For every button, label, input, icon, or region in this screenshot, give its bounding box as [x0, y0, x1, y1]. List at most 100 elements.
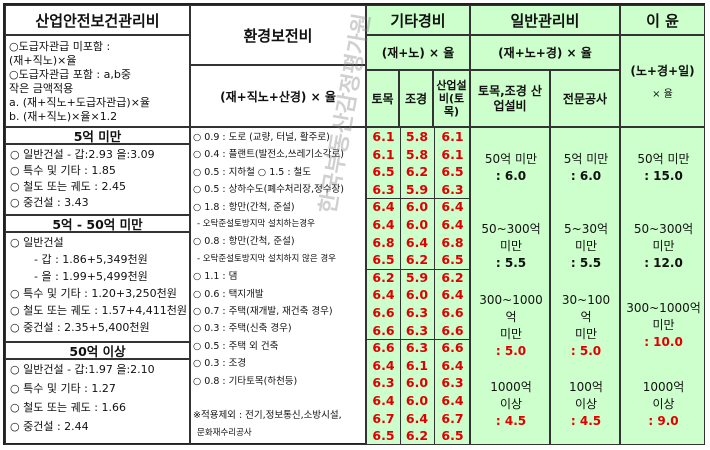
profit-tier-label: 이상	[652, 397, 675, 411]
general-b-tier: 100억 이상: 4.5	[551, 365, 619, 444]
general-header-title: 일반관리비	[510, 11, 580, 30]
other-value: 6.8	[372, 234, 395, 250]
profit-tier: 50~300억 미만: 12.0	[621, 207, 704, 286]
safety-section-title-text: 50억 이상	[69, 344, 126, 359]
safety-intro-line: (재+직노)×율	[9, 54, 77, 67]
other-value: 6.4	[441, 357, 464, 373]
env-item: - 오탁준설토방지막 설치하는경우	[197, 219, 315, 229]
other-value: 5.8	[405, 146, 429, 162]
safety-section-title: 5억 - 50억 미만	[5, 215, 190, 232]
general-a-tier: 1000억 이상: 4.5	[471, 365, 549, 444]
env-item: ○ 0.5 : 주택 외 건축	[193, 340, 279, 352]
general-b-tier-label: 억	[580, 309, 592, 324]
general-a-tier-label: 억	[505, 309, 517, 324]
other-col-plant: 산업설비(토목)	[433, 70, 470, 127]
other-value: 6.4	[405, 410, 429, 426]
profit-tier-rate: : 15.0	[644, 168, 683, 183]
safety-intro: ○도급자관급 미포함 : (재+직노)×율 ○도급자관급 포함 : a,b중 작은 금…	[5, 35, 190, 127]
other-value: 6.1	[372, 129, 395, 144]
other-value: 6.1	[441, 129, 464, 144]
column-divider	[434, 128, 435, 444]
group-divider	[367, 198, 469, 200]
general-col-a: 토목,조경 산업설비	[470, 70, 550, 127]
general-formula: (재+노+경) × 율	[498, 46, 592, 60]
other-value: 6.2	[372, 269, 395, 285]
other-value: 6.3	[441, 181, 464, 197]
general-b-tier-label: 5억 미만	[563, 151, 609, 166]
general-col-b-label: 전문공사	[562, 92, 608, 106]
safety-intro-line: a. (재+직노+도급자관급)×율	[9, 96, 151, 109]
general-b-tier-label: 30~100	[561, 292, 611, 307]
env-item: - 오탁준설토방지막 설치하지 않은 경우	[197, 253, 336, 264]
other-col-landscape: 조경	[399, 70, 433, 127]
other-value: 6.4	[441, 199, 464, 215]
profit-tier-rate: : 12.0	[644, 256, 683, 270]
other-value: 5.9	[405, 181, 429, 197]
safety-intro-line: b. (재+직노)×율×1.2	[9, 110, 118, 123]
env-item: ○ 0.6 : 택지개발	[193, 288, 264, 300]
other-value: 6.5	[441, 252, 464, 268]
other-value: 6.1	[372, 146, 395, 162]
safety-line: - 갑 : 1.86+5,349천원	[34, 253, 148, 266]
other-value: 6.4	[372, 217, 395, 232]
other-value: 6.4	[441, 287, 464, 303]
safety-section-body: ○ 일반건설 - 갑:2.93 을:3.09 ○ 특수 및 기타 : 1.85 ○ …	[5, 144, 190, 215]
general-a-tier-label: 50~300억	[481, 222, 541, 236]
general-a-tier-label: 미만	[499, 326, 523, 341]
group-divider	[367, 268, 469, 270]
general-b-tier-rate: : 5.0	[570, 343, 602, 358]
env-item: ○ 0.9 : 도로 (교량, 터널, 활주로)	[193, 132, 330, 143]
safety-header: 산업안전보건관리비	[5, 5, 190, 35]
safety-section-title-text: 5억 미만	[73, 129, 122, 144]
profit-tier: 1000억 이상: 9.0	[621, 365, 704, 444]
profit-tier-rate: : 10.0	[644, 335, 683, 349]
other-value: 6.4	[372, 287, 395, 303]
other-value: 6.2	[405, 252, 429, 268]
profit-tier-rate: : 9.0	[648, 414, 679, 428]
other-header-title: 기타경비	[390, 11, 446, 30]
other-value: 6.4	[405, 234, 429, 250]
other-value: 6.3	[405, 322, 429, 338]
profit-tier: 300~1000억 미만: 10.0	[621, 286, 704, 365]
general-a-tier: 50~300억 미만: 5.5	[471, 207, 549, 286]
safety-line: ○ 특수 및 기타 : 1.20+3,250천원	[10, 287, 177, 300]
other-value: 6.6	[441, 305, 464, 320]
other-value: 5.9	[405, 269, 429, 285]
other-value: 6.7	[441, 410, 464, 426]
safety-line: ○ 철도 또는 궤도 : 1.57+4,411천원	[10, 304, 187, 317]
safety-line: ○ 중건설 : 3.43	[10, 196, 89, 209]
profit-cell: 50억 미만: 15.0 50~300억 미만: 12.0 300~1000억 미만: …	[620, 127, 705, 445]
other-value: 6.3	[405, 340, 429, 356]
other-value: 6.0	[405, 287, 429, 303]
safety-line: ○ 일반건설 - 갑:1.97 을:2.10	[10, 363, 155, 376]
other-value: 6.4	[441, 217, 464, 232]
other-value: 6.3	[405, 305, 429, 320]
general-a-tier-rate: : 5.5	[495, 256, 527, 270]
general-a-tier-label: 1000억	[490, 380, 532, 394]
general-a-cell: 50억 미만: 6.0 50~300억 미만: 5.5 300~1000 억 미만: 5.…	[470, 127, 550, 445]
other-value: 6.6	[372, 340, 395, 356]
general-a-tier-label: 300~1000	[479, 292, 543, 307]
env-item: ○ 1.8 : 항만(간척, 준설)	[193, 201, 295, 213]
general-b-tier: 5억 미만 : 6.0	[551, 128, 619, 207]
safety-line: - 을 : 1.99+5,499천원	[34, 270, 148, 283]
other-col-civil: 토목	[366, 70, 399, 127]
safety-intro-line: ○도급자관급 포함 : a,b중	[9, 68, 131, 81]
profit-header: 이 윤	[620, 5, 705, 35]
other-value: 6.7	[372, 410, 395, 426]
profit-mult: × 율	[652, 89, 673, 100]
env-header-title: 환경보전비	[243, 26, 313, 45]
general-a-tier-rate: : 6.0	[495, 168, 527, 183]
safety-section-title-text: 5억 - 50억 미만	[52, 217, 143, 232]
other-value: 6.5	[372, 164, 395, 180]
env-item: ○ 0.3 : 주택(신축 경우)	[193, 323, 292, 335]
safety-section-title: 50억 이상	[5, 342, 190, 359]
other-value: 6.5	[441, 428, 464, 444]
profit-tier-label: 미만	[652, 239, 675, 253]
other-value: 6.2	[405, 428, 429, 444]
other-value: 6.0	[405, 199, 429, 215]
profit-tier-label: 50억 미만	[637, 151, 690, 166]
general-b-tier-rate: : 6.0	[570, 168, 602, 183]
env-item: 문화재수리공사	[197, 427, 252, 438]
other-value: 6.0	[405, 393, 429, 408]
